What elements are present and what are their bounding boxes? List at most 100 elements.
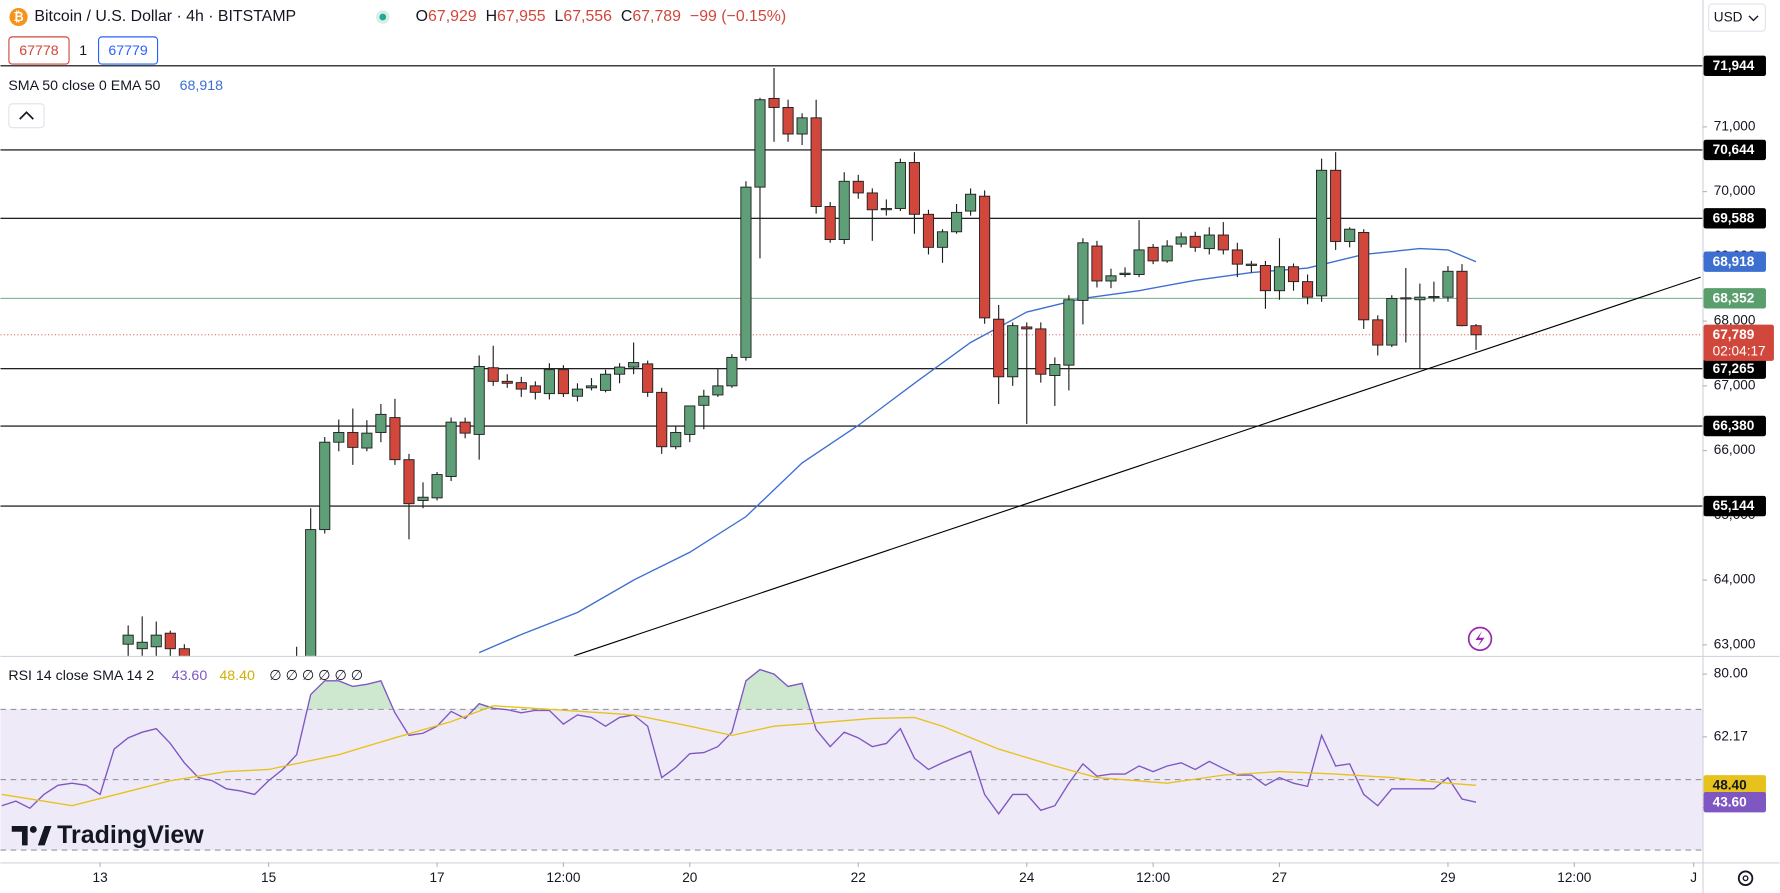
y-tick-label: 70,000 bbox=[1714, 183, 1756, 198]
candle-body bbox=[136, 641, 148, 650]
collapse-button[interactable] bbox=[8, 103, 45, 129]
bitcoin-icon-glyph: ₿ bbox=[13, 10, 23, 24]
candle-body bbox=[150, 634, 162, 648]
rsi-legend[interactable]: RSI 14 close SMA 14 2 bbox=[8, 668, 154, 684]
candle-body bbox=[684, 405, 696, 435]
spread: 1 bbox=[79, 43, 87, 59]
candle-body bbox=[1330, 169, 1342, 242]
candle-body bbox=[796, 117, 808, 135]
candle-body bbox=[1119, 272, 1131, 275]
rsi-line bbox=[1, 705, 1477, 807]
candle-body bbox=[642, 363, 654, 393]
y-tick-label: 66,000 bbox=[1714, 442, 1756, 457]
candle-body bbox=[1428, 296, 1440, 299]
ask-price: 67779 bbox=[108, 43, 148, 59]
candle-body bbox=[993, 318, 1005, 378]
candle-body bbox=[1133, 249, 1145, 275]
ohlc-key: O bbox=[416, 8, 428, 25]
settings-icon[interactable] bbox=[1737, 870, 1754, 886]
candle-body bbox=[1189, 235, 1201, 248]
x-tick-label: 13 bbox=[93, 870, 108, 885]
level-tag: 65,144 bbox=[1713, 498, 1755, 513]
currency-caret bbox=[1748, 15, 1759, 22]
last-price-tag-bg bbox=[1703, 324, 1774, 361]
candle-body bbox=[740, 186, 752, 358]
bid-price: 67778 bbox=[19, 43, 59, 59]
bitcoin-icon bbox=[9, 7, 28, 27]
candle-body bbox=[866, 192, 878, 211]
ohlc-key: C bbox=[621, 8, 632, 25]
settings-icon-center bbox=[1742, 875, 1749, 882]
ohlc-value: 67,929 bbox=[428, 8, 477, 25]
candle-body bbox=[1161, 245, 1173, 262]
ohlc-value: 67,955 bbox=[497, 8, 546, 25]
candle-body bbox=[1217, 234, 1229, 251]
y-tick-label: 80.00 bbox=[1714, 666, 1748, 681]
y-tick-label: 68,000 bbox=[1714, 313, 1756, 328]
level-tag: 67,265 bbox=[1713, 361, 1755, 376]
y-tick-label: 64,000 bbox=[1714, 572, 1756, 587]
logo[interactable]: TradingView bbox=[11, 821, 205, 849]
candle-body bbox=[375, 413, 387, 433]
candle-body bbox=[515, 382, 527, 390]
candle-body bbox=[487, 367, 499, 382]
level-tag: 70,644 bbox=[1713, 142, 1755, 157]
sell-button[interactable] bbox=[8, 36, 70, 65]
level-tag: 69,588 bbox=[1713, 210, 1755, 225]
ohlc-key: H bbox=[486, 8, 497, 25]
x-tick-label: 29 bbox=[1440, 870, 1455, 885]
candle-body bbox=[333, 432, 345, 443]
rsi-pane bbox=[0, 668, 1703, 851]
price-tags: 71,944 70,644 69,588 67,265 66,380 65,144 68,9… bbox=[1703, 55, 1774, 813]
currency-button[interactable] bbox=[1708, 3, 1766, 32]
candle-body bbox=[1400, 297, 1412, 300]
candle-body bbox=[1007, 325, 1019, 378]
candle-body bbox=[950, 211, 963, 233]
candle-body bbox=[1203, 234, 1215, 250]
collapse-icon bbox=[19, 111, 34, 120]
candle-body bbox=[178, 648, 190, 656]
ema-tag: 68,918 bbox=[1713, 254, 1755, 269]
candle-body bbox=[922, 213, 935, 248]
symbol-title[interactable]: Bitcoin / U.S. Dollar · 4h · BITSTAMP bbox=[34, 8, 296, 25]
candle-body bbox=[1147, 246, 1159, 262]
rsi-tag-bg bbox=[1703, 775, 1766, 796]
candle-body bbox=[824, 206, 836, 241]
level-tag: 66,380 bbox=[1713, 418, 1755, 433]
candle-body bbox=[965, 193, 977, 212]
rsi-tag-bg bbox=[1703, 791, 1766, 813]
candle-body bbox=[571, 388, 584, 397]
last-price-tag: 67,789 bbox=[1713, 327, 1755, 342]
candle-body bbox=[1386, 298, 1398, 346]
candle-body bbox=[726, 356, 738, 387]
y-tick-label: 67,000 bbox=[1714, 377, 1756, 392]
candle-body bbox=[431, 474, 443, 499]
candle-body bbox=[164, 632, 176, 650]
candle-body bbox=[305, 529, 317, 656]
indicator-legend[interactable]: SMA 50 close 0 EMA 50 bbox=[8, 78, 160, 94]
x-tick-label: 12:00 bbox=[1136, 870, 1170, 885]
candle-body bbox=[403, 459, 415, 505]
candle-body bbox=[936, 231, 949, 248]
candle-body bbox=[838, 180, 850, 241]
x-tick-label: J bbox=[1690, 870, 1697, 885]
candle-body bbox=[614, 366, 626, 375]
level-tag-bg bbox=[1703, 358, 1766, 379]
candle-body bbox=[529, 385, 541, 393]
candle-body bbox=[1344, 228, 1356, 242]
rsi-value: 43.60 bbox=[172, 668, 208, 684]
candle-body bbox=[501, 380, 513, 384]
candle-body bbox=[670, 432, 682, 448]
candle-body bbox=[1175, 236, 1187, 245]
x-tick-label: 20 bbox=[682, 870, 698, 885]
candle-body bbox=[656, 391, 668, 448]
rsi-placeholders: ∅ ∅ ∅ ∅ ∅ ∅ bbox=[269, 668, 363, 684]
buy-button[interactable] bbox=[97, 36, 159, 65]
candle-body bbox=[1021, 326, 1033, 330]
x-tick-label: 22 bbox=[851, 870, 866, 885]
rsi-sma-value: 48.40 bbox=[219, 668, 255, 684]
candle-body bbox=[628, 362, 640, 368]
candle-body bbox=[1301, 281, 1314, 298]
